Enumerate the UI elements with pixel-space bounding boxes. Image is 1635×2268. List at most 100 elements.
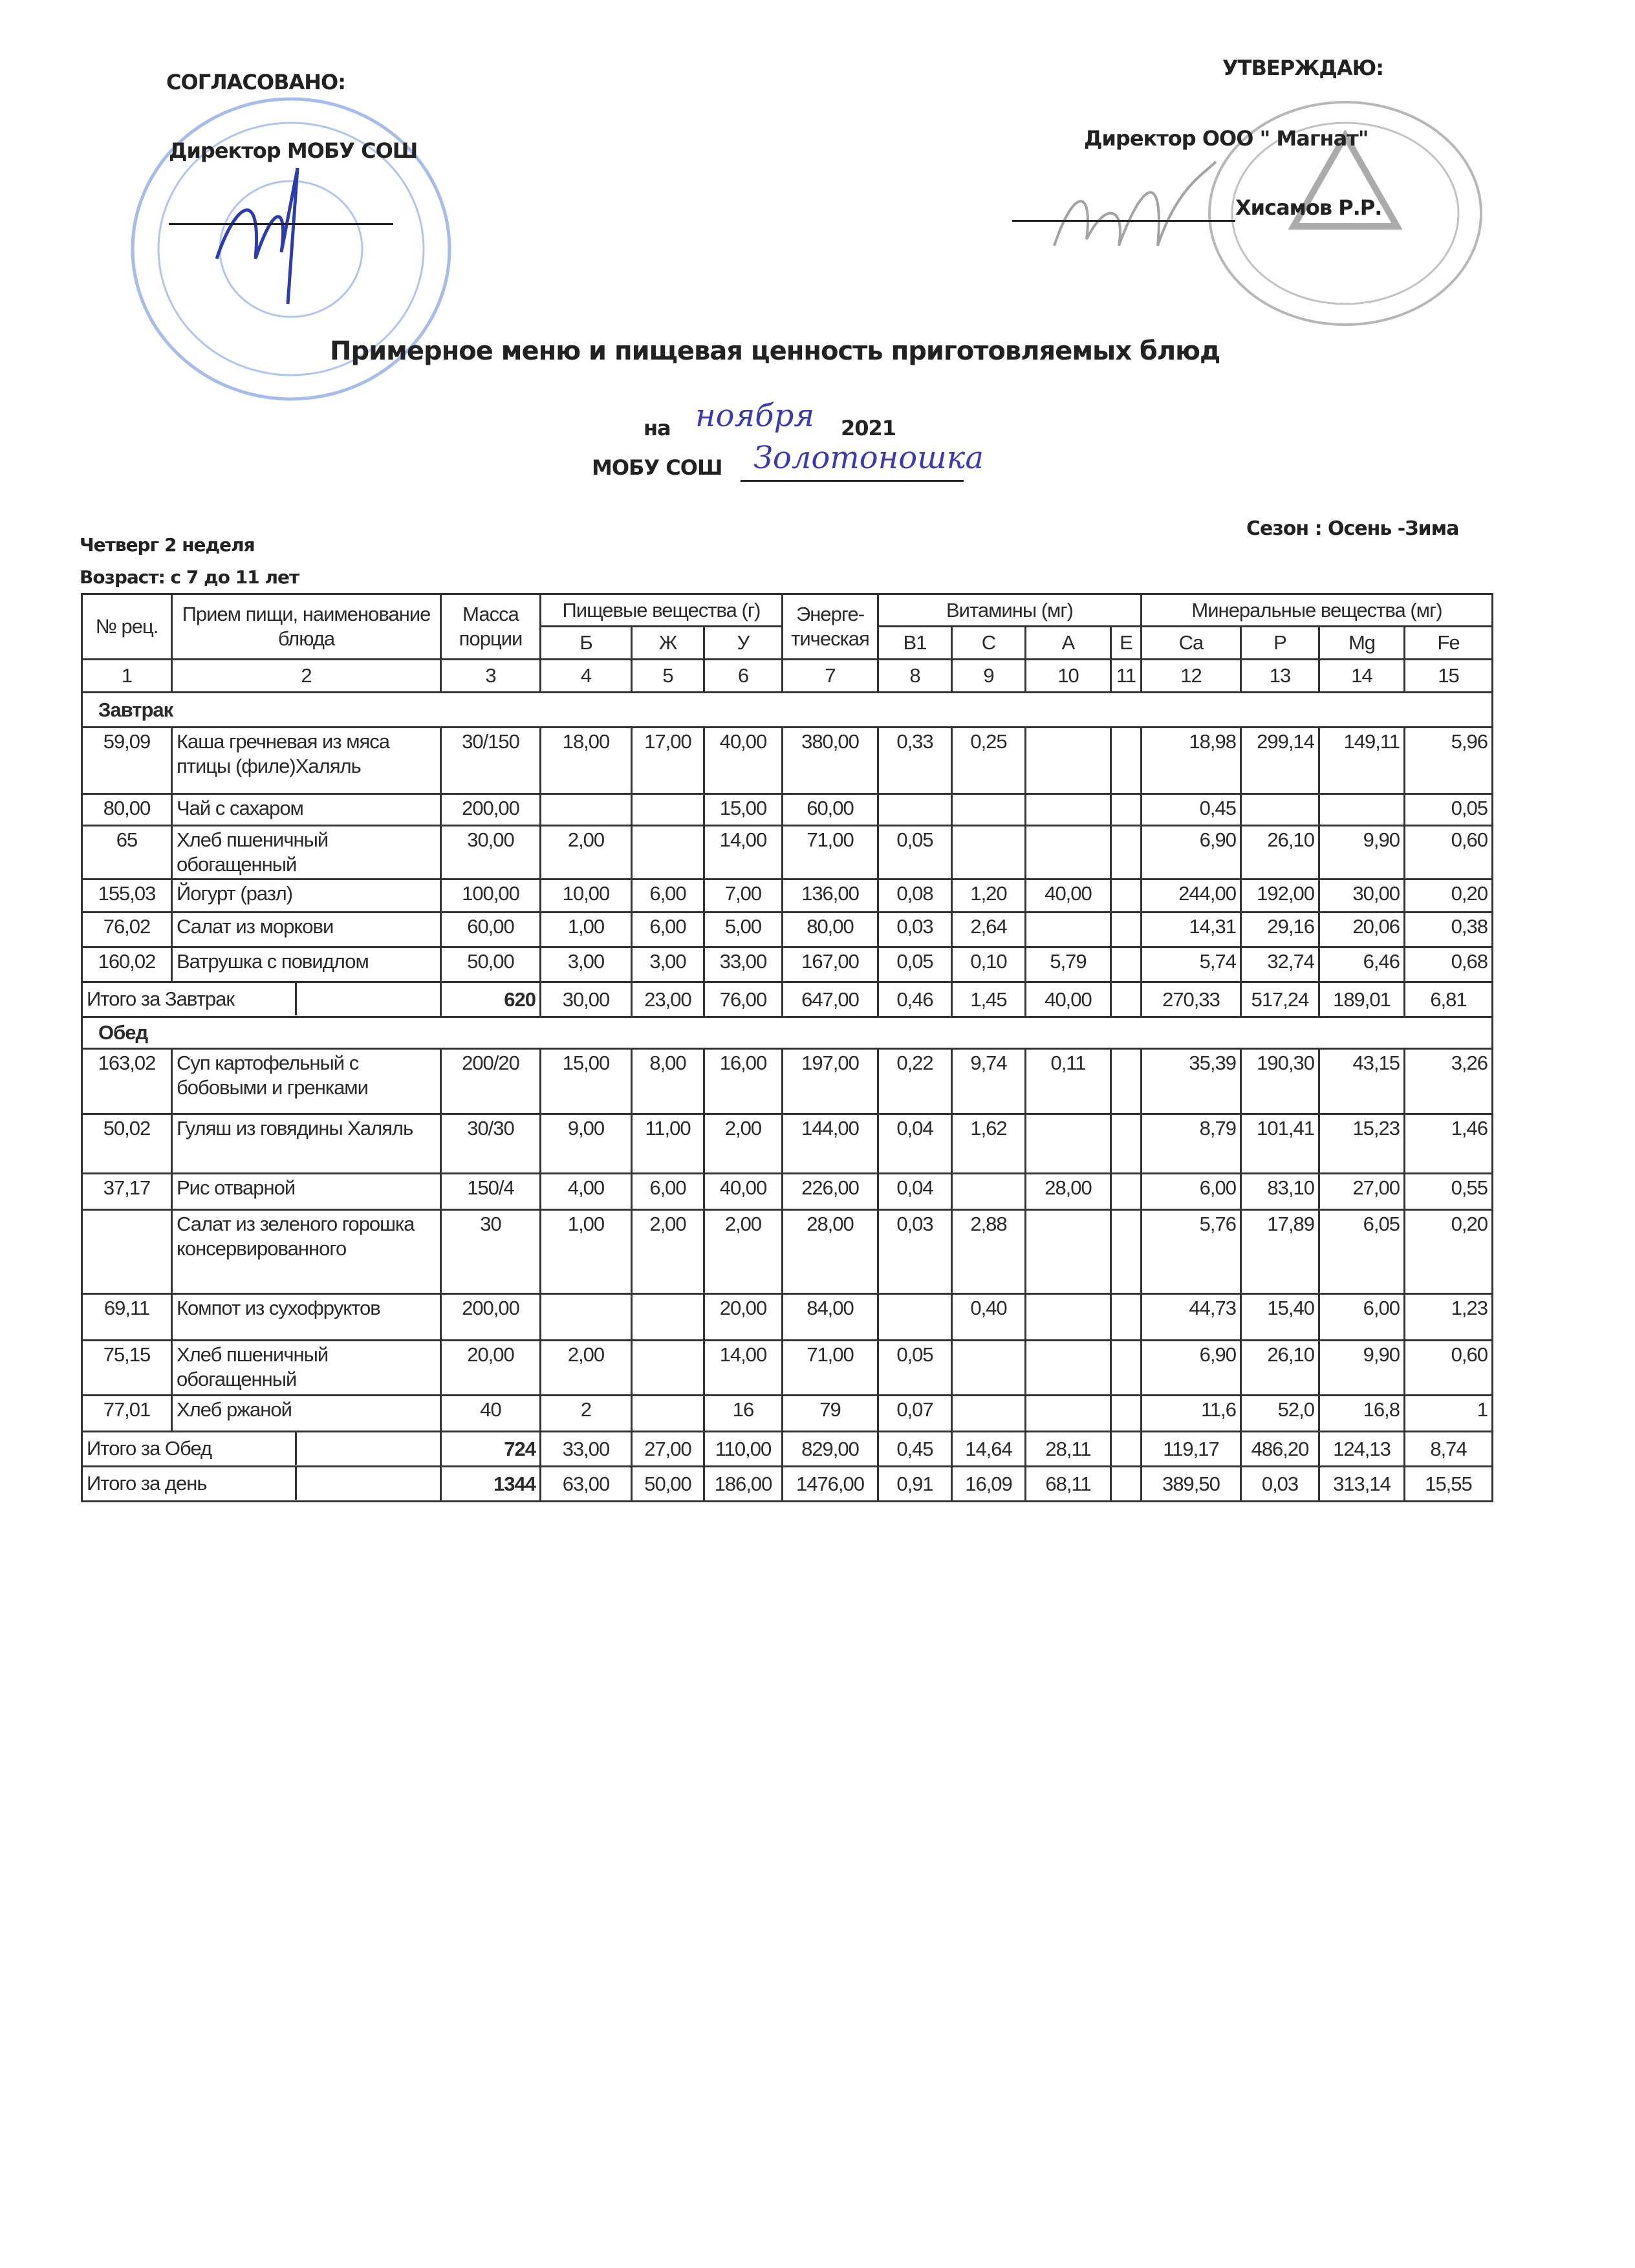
cell-value	[631, 793, 705, 826]
dish-name: Чай с сахаром	[171, 793, 442, 826]
dish-name: Компот из сухофруктов	[171, 1293, 442, 1341]
column-number: 11	[1110, 658, 1142, 693]
recipe-number: 59,09	[81, 726, 173, 795]
header-sub-b1: B1	[877, 625, 953, 660]
cell-value: 9,74	[951, 1048, 1026, 1115]
cell-value	[1110, 726, 1142, 795]
total-value: 1344	[440, 1465, 541, 1502]
cell-value: 6,90	[1140, 825, 1242, 880]
cell-value: 0,11	[1024, 1048, 1112, 1115]
recipe-number: 69,11	[81, 1293, 173, 1341]
dish-name: Хлеб пшеничный обогащенный	[171, 1339, 442, 1396]
cell-value: 2,00	[703, 1113, 783, 1174]
dish-name: Суп картофельный с бобовыми и гренками	[171, 1048, 442, 1115]
total-value: 724	[440, 1431, 541, 1467]
cell-value: 3,00	[539, 946, 633, 983]
cell-value: 79	[781, 1394, 879, 1432]
column-number: 14	[1318, 658, 1405, 693]
school-line	[741, 480, 964, 482]
cell-value: 11,00	[631, 1113, 705, 1174]
cell-value: 6,05	[1318, 1209, 1405, 1295]
header-sub-fe: Fe	[1403, 625, 1493, 660]
total-value: 0,91	[877, 1465, 953, 1502]
cell-value: 15,00	[539, 1048, 633, 1115]
cell-value	[1110, 1394, 1142, 1432]
cell-value	[1110, 1209, 1142, 1295]
cell-value: 0,10	[951, 946, 1026, 983]
recipe-number: 37,17	[81, 1172, 173, 1211]
total-value: 14,64	[951, 1431, 1026, 1467]
cell-value	[631, 1293, 705, 1341]
cell-value	[631, 825, 705, 880]
recipe-number: 65	[81, 825, 173, 880]
section-row: Завтрак	[81, 691, 1493, 728]
approve-position: Директор ООО " Магнат"	[1084, 126, 1369, 151]
cell-value: 15,23	[1318, 1113, 1405, 1174]
total-label: Итого за Завтрак	[84, 984, 297, 1015]
cell-value: 0,05	[877, 946, 953, 983]
cell-value	[1024, 1293, 1112, 1341]
cell-value: 10,00	[539, 878, 633, 913]
cell-value: 29,16	[1240, 911, 1320, 948]
header-sub-c: C	[951, 625, 1026, 660]
cell-value	[1110, 1048, 1142, 1115]
total-value: 6,81	[1403, 981, 1493, 1018]
total-value: 1,45	[951, 981, 1026, 1018]
cell-value: 0,60	[1403, 1339, 1493, 1396]
recipe-number: 163,02	[81, 1048, 173, 1115]
cell-value: 3,00	[631, 946, 705, 983]
cell-value: 5,79	[1024, 946, 1112, 983]
total-value: 23,00	[631, 981, 705, 1018]
menu-table: № рец. Прием пищи, наименование блюда Ма…	[81, 593, 1493, 1502]
cell-value: 30/30	[440, 1113, 541, 1174]
table-row: 77,01 Хлеб ржаной 40 2 16 79 0,07 11,6 52,0 16,8 1	[81, 1394, 1493, 1432]
cell-value: 6,00	[631, 1172, 705, 1211]
cell-value: 101,41	[1240, 1113, 1320, 1174]
total-value: 8,74	[1403, 1431, 1493, 1467]
header-sub-mg: Mg	[1318, 625, 1405, 660]
column-number: 10	[1024, 658, 1112, 693]
table-row: 80,00 Чай с сахаром 200,00 15,00 60,00 0,45 0,…	[81, 793, 1493, 826]
recipe-number: 76,02	[81, 911, 173, 948]
cell-value: 5,76	[1140, 1209, 1242, 1295]
cell-value: 43,15	[1318, 1048, 1405, 1115]
table-row: 163,02 Суп картофельный с бобовыми и грен…	[81, 1048, 1493, 1115]
header-sub-e: E	[1110, 625, 1142, 660]
dish-name: Рис отварной	[171, 1172, 442, 1211]
dish-name: Хлеб пшеничный обогащенный	[171, 825, 442, 880]
cell-value: 167,00	[781, 946, 879, 983]
cell-value	[1024, 1113, 1112, 1174]
total-value: 189,01	[1318, 981, 1405, 1018]
cell-value: 1,20	[951, 878, 1026, 913]
total-label: Итого за день	[84, 1468, 297, 1500]
cell-value: 9,00	[539, 1113, 633, 1174]
cell-value: 190,30	[1240, 1048, 1320, 1115]
cell-value: 1,62	[951, 1113, 1026, 1174]
cell-value: 30/150	[440, 726, 541, 795]
cell-value: 33,00	[703, 946, 783, 983]
cell-value: 5,00	[703, 911, 783, 948]
cell-value: 30,00	[1318, 878, 1405, 913]
cell-value: 20,00	[703, 1293, 783, 1341]
cell-value: 0,68	[1403, 946, 1493, 983]
cell-value: 0,04	[877, 1172, 953, 1211]
total-label-cell: Итого за Завтрак	[81, 981, 442, 1018]
total-row: Итого за Обед 724 33,00 27,00 110,00 829,00 0,…	[81, 1431, 1493, 1467]
cell-value	[951, 1172, 1026, 1211]
company-stamp	[1208, 101, 1482, 326]
cell-value: 144,00	[781, 1113, 879, 1174]
cell-value: 0,05	[877, 1339, 953, 1396]
cell-value: 0,20	[1403, 1209, 1493, 1295]
agreed-position: Директор МОБУ СОШ	[169, 138, 418, 163]
cell-value: 100,00	[440, 878, 541, 913]
total-value: 829,00	[781, 1431, 879, 1467]
cell-value: 18,98	[1140, 726, 1242, 795]
cell-value: 26,10	[1240, 1339, 1320, 1396]
recipe-number: 77,01	[81, 1394, 173, 1432]
header-sub-p: P	[1240, 625, 1320, 660]
header-rec-no: № рец.	[81, 593, 173, 660]
cell-value	[951, 1339, 1026, 1396]
cell-value: 7,00	[703, 878, 783, 913]
agreed-label: СОГЛАСОВАНО:	[166, 70, 346, 94]
cell-value	[1240, 793, 1320, 826]
